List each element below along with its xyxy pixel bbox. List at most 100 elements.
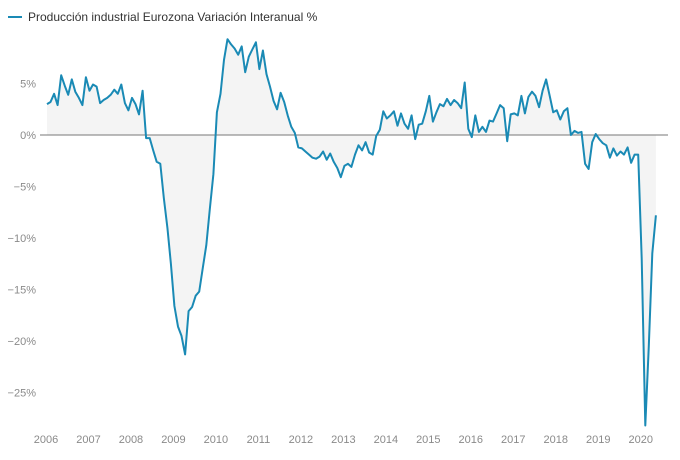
data-point <box>333 161 335 163</box>
data-point <box>103 99 105 101</box>
data-point <box>57 104 59 106</box>
data-point <box>630 162 632 164</box>
data-point <box>531 91 533 93</box>
data-point <box>312 157 314 159</box>
data-point <box>262 50 264 52</box>
data-point <box>407 128 409 130</box>
x-tick-label: 2006 <box>34 434 58 446</box>
x-tick-label: 2014 <box>374 434 398 446</box>
data-point <box>375 135 377 137</box>
data-point <box>120 84 122 86</box>
data-point <box>450 104 452 106</box>
data-point <box>96 86 98 88</box>
data-point <box>163 197 165 199</box>
x-tick-label: 2010 <box>204 434 228 446</box>
data-point <box>418 124 420 126</box>
data-point <box>283 101 285 103</box>
data-point <box>117 93 119 95</box>
data-point <box>113 89 115 91</box>
data-point <box>184 353 186 355</box>
data-point <box>382 110 384 112</box>
data-point <box>432 121 434 123</box>
data-point <box>503 107 505 109</box>
data-point <box>110 94 112 96</box>
data-point <box>492 121 494 123</box>
data-point <box>609 157 611 159</box>
data-point <box>527 96 529 98</box>
y-tick-label: −20% <box>8 336 37 348</box>
data-point <box>549 95 551 97</box>
data-point <box>552 111 554 113</box>
data-point <box>435 111 437 113</box>
data-point <box>421 123 423 125</box>
data-point <box>173 305 175 307</box>
data-point <box>446 98 448 100</box>
x-tick-label: 2020 <box>628 434 652 446</box>
x-tick-label: 2008 <box>119 434 143 446</box>
data-point <box>297 146 299 148</box>
y-tick-label: 0% <box>20 130 36 142</box>
data-point <box>255 41 257 43</box>
data-point <box>287 114 289 116</box>
data-point <box>266 73 268 75</box>
data-point <box>251 49 253 51</box>
data-point <box>372 154 374 156</box>
data-point <box>131 97 133 99</box>
data-point <box>453 99 455 101</box>
data-point <box>71 78 73 80</box>
data-point <box>510 113 512 115</box>
data-point <box>467 128 469 130</box>
data-point <box>354 154 356 156</box>
data-point <box>304 151 306 153</box>
x-tick-label: 2013 <box>331 434 355 446</box>
data-point <box>566 107 568 109</box>
data-point <box>315 158 317 160</box>
chart-legend: Producción industrial Eurozona Variación… <box>8 10 317 24</box>
data-point <box>648 345 650 347</box>
data-point <box>414 138 416 140</box>
data-point <box>637 154 639 156</box>
data-point <box>145 137 147 139</box>
data-point <box>535 95 537 97</box>
data-point <box>612 147 614 149</box>
data-point <box>329 153 331 155</box>
data-point <box>276 108 278 110</box>
data-point <box>81 104 83 106</box>
data-point <box>574 130 576 132</box>
data-point <box>474 114 476 116</box>
data-point <box>127 109 129 111</box>
data-point <box>379 129 381 131</box>
x-axis: 2006 2007 2008 2009 2010 2011 2012 2013 2014 2015… <box>34 434 653 446</box>
data-point <box>428 95 430 97</box>
data-point <box>67 94 69 96</box>
x-tick-label: 2015 <box>416 434 440 446</box>
data-point <box>191 306 193 308</box>
data-point <box>457 102 459 104</box>
data-point <box>644 425 646 427</box>
y-axis: 5% 0% −5% −10% −15% −20% −25% <box>8 79 37 400</box>
data-point <box>99 102 101 104</box>
data-point <box>223 59 225 61</box>
data-point <box>301 147 303 149</box>
data-point <box>269 86 271 88</box>
data-point <box>280 92 282 94</box>
data-point <box>464 82 466 84</box>
data-point <box>393 110 395 112</box>
y-tick-label: −15% <box>8 285 37 297</box>
data-point <box>89 90 91 92</box>
data-point <box>538 106 540 108</box>
x-tick-label: 2011 <box>247 434 271 446</box>
y-tick-label: −5% <box>14 182 37 194</box>
data-point <box>350 166 352 168</box>
data-point <box>177 326 179 328</box>
series-area-fill <box>47 39 656 426</box>
data-point <box>248 56 250 58</box>
x-tick-label: 2017 <box>501 434 525 446</box>
data-points <box>46 38 657 426</box>
data-point <box>588 168 590 170</box>
data-point <box>627 146 629 148</box>
data-point <box>227 38 229 40</box>
data-point <box>425 110 427 112</box>
data-point <box>605 144 607 146</box>
data-point <box>496 112 498 114</box>
